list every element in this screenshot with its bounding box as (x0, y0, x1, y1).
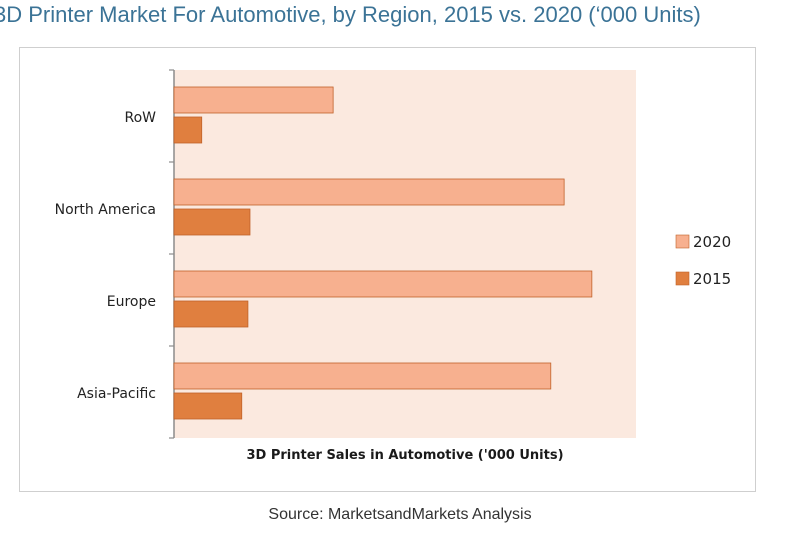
category-label: Asia-Pacific (77, 386, 156, 402)
bar-2015-europe (173, 300, 249, 328)
category-label: North America (55, 202, 156, 218)
legend: 2020 2015 (675, 233, 731, 288)
x-axis-label: 3D Printer Sales in Automotive ('000 Uni… (246, 448, 563, 463)
legend-label-2020: 2020 (693, 233, 731, 251)
bars (173, 86, 593, 420)
source-note: Source: MarketsandMarkets Analysis (268, 506, 532, 523)
bar-2020-row (173, 86, 334, 114)
bar-chart: RoW North America Europe Asia-Pacific 3D Pr… (55, 69, 731, 463)
chart-title: 3D Printer Market For Automotive, by Reg… (0, 2, 701, 27)
chart-frame: RoW North America Europe Asia-Pacific 3D Pr… (19, 47, 756, 492)
bar-2020-north-america (173, 178, 565, 206)
bar-2015-row (173, 116, 203, 144)
legend-swatch-2020 (675, 234, 690, 249)
bar-2015-north-america (173, 208, 251, 236)
legend-swatch-2015 (675, 271, 690, 286)
category-labels: RoW North America Europe Asia-Pacific (55, 110, 157, 402)
legend-label-2015: 2015 (693, 270, 731, 288)
category-label: Europe (107, 294, 156, 310)
bar-2020-europe (173, 270, 593, 298)
axes (169, 69, 175, 439)
bar-2020-asia-pacific (173, 362, 552, 390)
bar-2015-asia-pacific (173, 392, 243, 420)
category-label: RoW (124, 110, 156, 126)
